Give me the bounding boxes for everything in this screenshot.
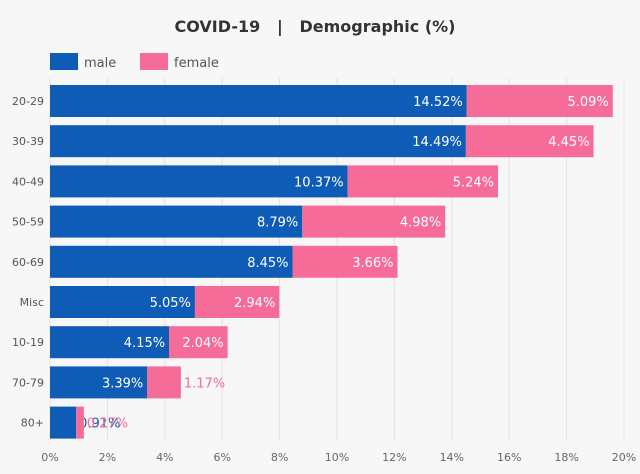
category-labels: 20-29 30-39 40-49 50-59 60-69 Misc 10-19 70-79 8… bbox=[12, 95, 44, 430]
category-label: 10-19 bbox=[12, 336, 44, 349]
data-label-male: 8.79% bbox=[257, 216, 298, 231]
bar-male bbox=[50, 165, 348, 198]
data-label-male: 8.45% bbox=[247, 256, 288, 271]
bar-male bbox=[50, 125, 466, 158]
bar-female bbox=[466, 85, 613, 117]
bar-female bbox=[302, 205, 446, 238]
bar-female bbox=[465, 125, 594, 158]
category-label: 40-49 bbox=[12, 175, 44, 188]
x-tick-label: 10% bbox=[325, 451, 349, 464]
bar-female bbox=[76, 406, 84, 439]
data-label-female: 5.09% bbox=[567, 95, 608, 110]
bar-male bbox=[50, 286, 195, 318]
x-tick-label: 20% bbox=[612, 451, 636, 464]
category-label: 70-79 bbox=[12, 376, 44, 389]
data-label-male: 3.39% bbox=[102, 376, 143, 391]
data-label-female: 3.66% bbox=[352, 256, 393, 271]
bar-male bbox=[50, 366, 148, 399]
data-label-female: 0.27% bbox=[87, 417, 128, 432]
x-tick-label: 4% bbox=[156, 451, 173, 464]
bar-female bbox=[169, 326, 228, 359]
category-label: 60-69 bbox=[12, 256, 44, 269]
legend-swatch-female bbox=[140, 53, 168, 70]
x-tick-label: 14% bbox=[440, 451, 464, 464]
bar-female bbox=[292, 245, 398, 278]
data-label-female: 4.98% bbox=[400, 216, 441, 231]
data-label-female: 2.94% bbox=[234, 296, 275, 311]
bar-female bbox=[347, 165, 499, 198]
legend: male female bbox=[50, 53, 219, 71]
bar-male bbox=[50, 85, 467, 117]
data-label-male: 14.49% bbox=[412, 135, 462, 150]
legend-label-female: female bbox=[174, 56, 219, 71]
data-label-male: 4.15% bbox=[124, 336, 165, 351]
data-label-male: 10.37% bbox=[294, 175, 344, 190]
bar-female bbox=[194, 286, 280, 318]
category-label: 20-29 bbox=[12, 95, 44, 108]
bars: 14.52% 5.09% 14.49% 4.45% 10.37% 5.24% 8.79% 4.… bbox=[50, 85, 613, 439]
chart-title: COVID-19 | Demographic (%) bbox=[175, 17, 456, 37]
data-label-female: 1.17% bbox=[184, 376, 225, 391]
category-label: 30-39 bbox=[12, 135, 44, 148]
category-label: 50-59 bbox=[12, 216, 44, 229]
bar-male bbox=[50, 245, 293, 278]
bar-male bbox=[50, 326, 170, 359]
data-label-male: 0.91% bbox=[79, 417, 120, 432]
data-label-male: 5.05% bbox=[150, 296, 191, 311]
x-tick-label: 16% bbox=[497, 451, 521, 464]
category-label: 80+ bbox=[21, 417, 44, 430]
x-axis-ticks: 0% 2% 4% 6% 8% 10% 12% 14% 16% 18% 20% bbox=[41, 451, 636, 464]
x-tick-label: 2% bbox=[99, 451, 116, 464]
x-tick-label: 8% bbox=[271, 451, 288, 464]
legend-label-male: male bbox=[84, 56, 116, 71]
x-tick-label: 0% bbox=[41, 451, 58, 464]
bar-male bbox=[50, 406, 77, 439]
data-label-female: 2.04% bbox=[182, 336, 223, 351]
category-label: Misc bbox=[20, 296, 44, 309]
data-label-female: 5.24% bbox=[453, 175, 494, 190]
legend-swatch-male bbox=[50, 53, 78, 70]
x-tick-label: 18% bbox=[554, 451, 578, 464]
bar-female bbox=[147, 366, 181, 399]
x-tick-label: 6% bbox=[213, 451, 230, 464]
data-label-male: 14.52% bbox=[413, 95, 463, 110]
data-label-female: 4.45% bbox=[548, 135, 589, 150]
bar-male bbox=[50, 205, 303, 238]
x-tick-label: 12% bbox=[382, 451, 406, 464]
